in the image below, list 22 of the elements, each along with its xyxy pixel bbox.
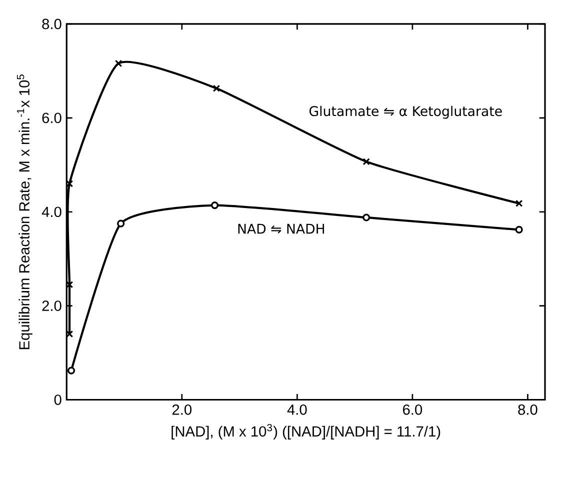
series-label: Glutamate ⇋ α Ketoglutarate — [310, 106, 502, 119]
point — [67, 366, 76, 374]
point — [212, 84, 220, 92]
y-axis-title: Equilibrium Reaction Rate, M x min.$^{-1}$x 10$^{5}$ — [17, 74, 32, 350]
point — [114, 60, 122, 68]
x-tick-label: 6.0 — [403, 404, 422, 415]
y-tick-label: 8.0 — [42, 18, 62, 30]
series-label: NAD ⇋ NADH — [238, 224, 324, 234]
point — [362, 214, 370, 222]
y-tick-label: 4.0 — [42, 206, 62, 218]
y-tick-label: 0 — [54, 394, 62, 405]
point — [117, 220, 125, 228]
x-tick-label: 4.0 — [287, 404, 307, 415]
point — [210, 201, 219, 210]
x-axis-title: [NAD], (M x 10$^{3}$) ([NAD]/[NADH] = 11.7/1) — [172, 424, 440, 440]
point — [515, 226, 523, 234]
x-tick-label: 2.0 — [172, 404, 192, 415]
x-tick-label: 8.0 — [518, 404, 538, 415]
point — [515, 200, 523, 208]
y-tick-label: 2.0 — [42, 300, 62, 311]
point — [362, 158, 370, 166]
y-tick-label: 6.0 — [42, 112, 62, 124]
